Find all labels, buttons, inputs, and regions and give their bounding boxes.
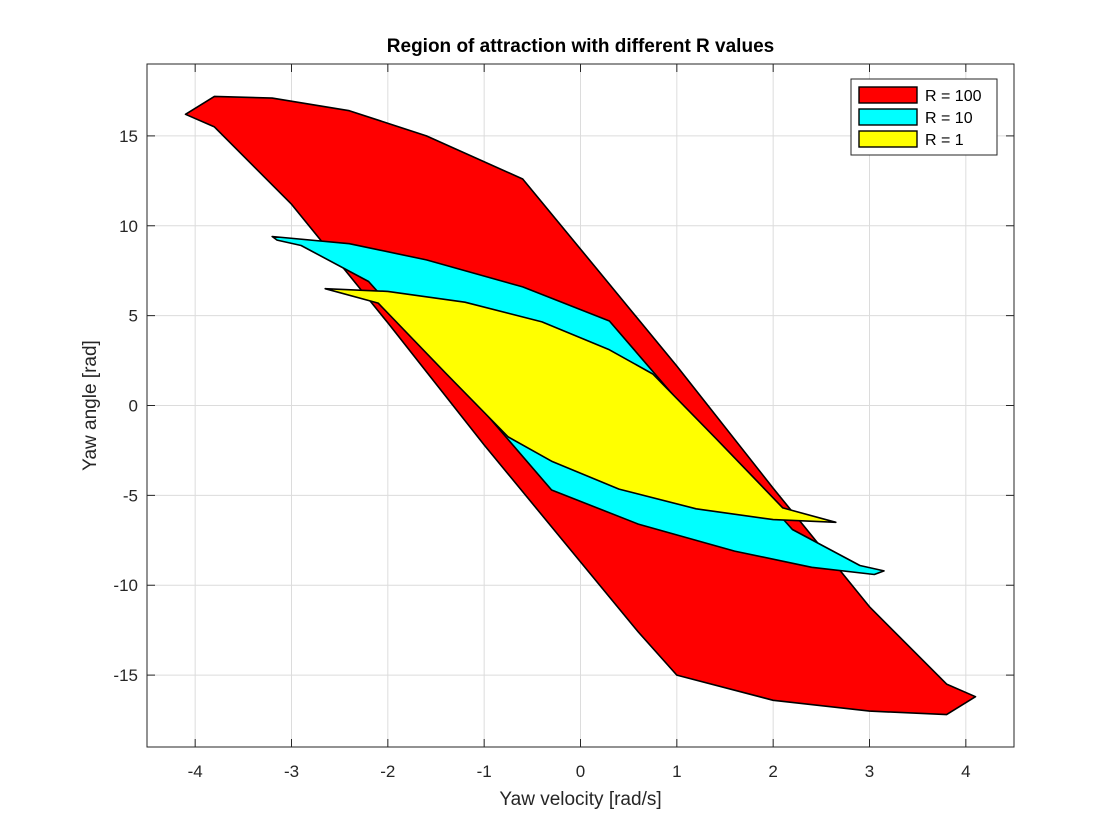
x-tick-label: -1	[477, 762, 492, 781]
y-tick-label: 5	[129, 307, 138, 326]
regions	[184, 95, 977, 716]
x-tick-label: -3	[284, 762, 299, 781]
legend-label: R = 100	[925, 88, 982, 105]
y-tick-label: -5	[123, 486, 138, 505]
x-tick-label: 0	[576, 762, 585, 781]
y-tick-label: 0	[129, 397, 138, 416]
x-axis-label: Yaw velocity [rad/s]	[499, 789, 661, 810]
legend-label: R = 10	[925, 110, 973, 127]
y-tick-label: 15	[119, 127, 138, 146]
legend-swatch	[858, 86, 918, 104]
legend-swatch	[858, 108, 918, 126]
x-tick-label: 4	[961, 762, 970, 781]
legend-label: R = 1	[925, 132, 964, 149]
legend: R = 100 R = 10 R = 1	[850, 78, 998, 156]
region-series-3	[324, 287, 837, 524]
x-tick-label: 3	[865, 762, 874, 781]
legend-swatch	[858, 130, 918, 148]
y-tick-label: -15	[113, 666, 138, 685]
x-tick-label: 2	[768, 762, 777, 781]
y-axis-label: Yaw angle [rad]	[80, 340, 101, 471]
y-tick-label: -10	[113, 576, 138, 595]
y-tick-label: 10	[119, 217, 138, 236]
x-tick-label: -4	[188, 762, 203, 781]
chart-title: Region of attraction with different R va…	[387, 36, 774, 57]
x-tick-label: -2	[380, 762, 395, 781]
x-tick-label: 1	[672, 762, 681, 781]
